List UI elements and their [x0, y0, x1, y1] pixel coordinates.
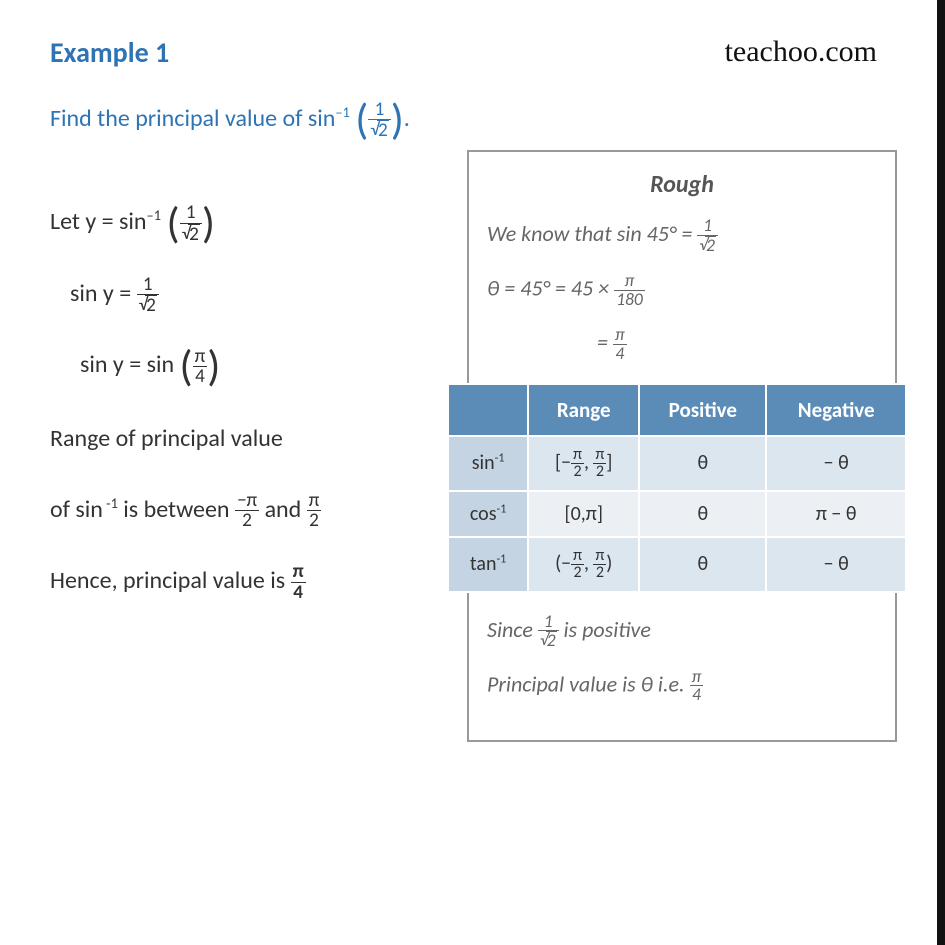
frac: 12	[137, 275, 159, 315]
frac: 12	[180, 203, 202, 243]
row-pos: θ	[639, 436, 766, 491]
frac: π4	[613, 326, 627, 362]
text: We know that sin 45° =	[487, 220, 697, 247]
frac: −π2	[235, 491, 259, 530]
col-negative: Negative	[766, 384, 906, 436]
step-3: sin y = sin (π4)	[80, 343, 430, 386]
rough-title: Rough	[487, 170, 877, 199]
text: of sin	[50, 495, 103, 524]
row-func: cos-1	[448, 491, 528, 537]
rough-line-2: θ = 45° = 45 × π180	[487, 272, 877, 308]
sqrt-icon: 2	[139, 295, 157, 315]
frac: 12	[538, 613, 559, 650]
rough-box: Rough We know that sin 45° = 12 θ = 45° …	[467, 150, 897, 742]
text: θ = 45° = 45 ×	[487, 275, 614, 302]
rough-line-3: = π4	[597, 326, 877, 362]
table-row: tan-1 (−π2, π2) θ − θ	[448, 537, 906, 592]
col-blank	[448, 384, 528, 436]
sqrt-icon: 2	[370, 120, 388, 140]
col-range: Range	[528, 384, 639, 436]
rough-line-4: Since 12 is positive	[487, 613, 877, 650]
row-func: sin-1	[448, 436, 528, 491]
range-text-1: Range of principal value	[50, 417, 430, 460]
text: is positive	[563, 615, 650, 642]
text: sin y = sin	[80, 350, 180, 379]
rough-line-5: Principal value is θ i.e. π4	[487, 668, 877, 704]
row-neg: − θ	[766, 537, 906, 592]
row-pos: θ	[639, 491, 766, 537]
row-range: (−π2, π2)	[528, 537, 639, 592]
col-positive: Positive	[639, 384, 766, 436]
table-row: cos-1 [0,π] θ π − θ	[448, 491, 906, 537]
problem-frac: 12	[368, 100, 390, 140]
row-neg: − θ	[766, 436, 906, 491]
frac: π4	[690, 668, 704, 704]
header-row: Example 1 teachoo.com	[50, 35, 897, 70]
conclusion: Hence, principal value is π4	[50, 559, 430, 602]
problem-exp: –1	[335, 103, 349, 121]
open-paren: (	[355, 93, 368, 146]
close-paren: )	[391, 93, 404, 146]
solution-column: Let y = sin–1 (12) sin y = 12 sin y = si…	[50, 200, 430, 602]
sqrt-icon: 2	[699, 236, 716, 255]
problem-suffix: .	[404, 104, 410, 133]
rough-line-1: We know that sin 45° = 12	[487, 217, 877, 254]
row-neg: π − θ	[766, 491, 906, 537]
range-table: Range Positive Negative sin-1 [−π2, π2] …	[447, 383, 907, 593]
text: =	[597, 329, 613, 356]
frac: π180	[614, 272, 645, 308]
frac-den: 2	[368, 120, 390, 140]
paren: )	[207, 340, 220, 393]
text: Since	[487, 615, 538, 642]
page: Example 1 teachoo.com Find the principal…	[0, 0, 945, 945]
exp: -1	[103, 494, 118, 512]
text: and	[265, 495, 307, 524]
frac: 12	[697, 217, 718, 254]
row-pos: θ	[639, 537, 766, 592]
answer-frac: π4	[291, 562, 306, 601]
text: Let y = sin	[50, 207, 147, 236]
row-range: [0,π]	[528, 491, 639, 537]
sqrt-icon: 2	[540, 631, 557, 650]
frac: π4	[193, 347, 208, 386]
example-title: Example 1	[50, 35, 169, 70]
row-func: tan-1	[448, 537, 528, 592]
table-header-row: Range Positive Negative	[448, 384, 906, 436]
text: Hence, principal value is	[50, 566, 291, 595]
text: sin y =	[70, 279, 137, 308]
paren: )	[202, 197, 215, 250]
problem-statement: Find the principal value of sin–1 (12).	[50, 100, 897, 140]
range-text-2: of sin -1 is between −π2 and π2	[50, 488, 430, 531]
table-row: sin-1 [−π2, π2] θ − θ	[448, 436, 906, 491]
paren: (	[166, 197, 179, 250]
frac-num: 1	[368, 100, 390, 120]
exp: –1	[147, 206, 161, 224]
frac: π2	[307, 491, 322, 530]
paren: (	[180, 340, 193, 393]
problem-text: Find the principal value of sin	[50, 104, 335, 133]
text: Principal value is θ i.e.	[487, 670, 690, 697]
sqrt-icon: 2	[182, 224, 200, 244]
brand-logo: teachoo.com	[725, 35, 877, 69]
text: is between	[118, 495, 235, 524]
step-1: Let y = sin–1 (12)	[50, 200, 430, 243]
row-range: [−π2, π2]	[528, 436, 639, 491]
step-2: sin y = 12	[70, 272, 430, 315]
